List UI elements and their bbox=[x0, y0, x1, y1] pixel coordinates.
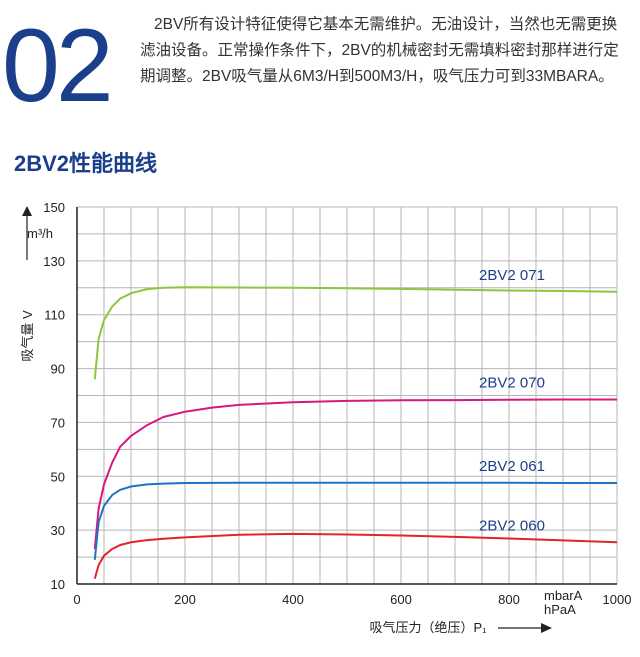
series-line bbox=[93, 481, 617, 560]
series-label: 2BV2 060 bbox=[479, 517, 545, 534]
series-label: 2BV2 061 bbox=[479, 458, 545, 475]
performance-chart: 0 200 400 600 800 1000 10 30 50 70 90 110 130 150 2BV… bbox=[20, 200, 631, 635]
x-axis-title: 吸气压力（绝压）P₁ bbox=[369, 620, 487, 635]
x-unit-line2: hPaA bbox=[544, 602, 576, 617]
x-tick-label: 0 bbox=[73, 592, 80, 607]
tick-labels: 0 200 400 600 800 1000 10 30 50 70 90 110 130 150 bbox=[43, 200, 631, 607]
intro-paragraph: 2BV所有设计特征使得它基本无需维护。无油设计，当然也无需更换滤油设备。正常操作… bbox=[140, 16, 619, 85]
series-line bbox=[93, 398, 617, 550]
y-tick-label: 10 bbox=[51, 577, 65, 592]
x-unit-line1: mbarA bbox=[544, 588, 583, 603]
y-tick-label: 70 bbox=[51, 415, 65, 430]
y-tick-label: 90 bbox=[51, 362, 65, 377]
y-tick-label: 130 bbox=[43, 254, 65, 269]
x-tick-label: 1000 bbox=[603, 592, 632, 607]
series-label: 2BV2 071 bbox=[479, 267, 545, 284]
x-tick-label: 200 bbox=[174, 592, 196, 607]
y-axis-arrowhead bbox=[22, 206, 32, 216]
series-lines bbox=[93, 286, 618, 579]
section-number: 02 bbox=[2, 8, 114, 124]
y-tick-label: 30 bbox=[51, 523, 65, 538]
y-axis-unit: m³/h bbox=[27, 226, 53, 241]
x-tick-label: 800 bbox=[498, 592, 520, 607]
series-line bbox=[93, 286, 618, 380]
x-tick-label: 600 bbox=[390, 592, 412, 607]
y-tick-label: 110 bbox=[44, 308, 65, 323]
series-label: 2BV2 070 bbox=[479, 375, 545, 392]
x-axis-arrowhead bbox=[541, 623, 552, 633]
y-tick-label: 50 bbox=[51, 469, 65, 484]
x-tick-label: 400 bbox=[282, 592, 304, 607]
series-labels: 2BV2 071 2BV2 070 2BV2 061 2BV2 060 bbox=[479, 267, 545, 534]
chart-section-title: 2BV2性能曲线 bbox=[14, 151, 158, 176]
axes bbox=[76, 207, 617, 585]
y-axis-title: 吸气量 V bbox=[20, 310, 35, 362]
y-tick-label: 150 bbox=[43, 200, 65, 215]
series-line bbox=[93, 532, 618, 579]
